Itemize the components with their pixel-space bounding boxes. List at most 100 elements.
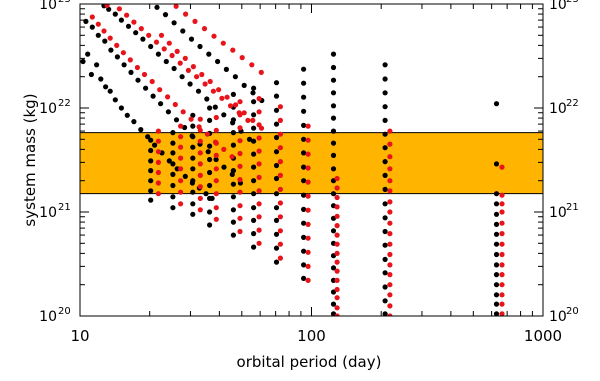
data-point-s1-26	[153, 39, 160, 45]
data-point-s1-105	[256, 240, 262, 246]
data-point-s1-183	[499, 231, 505, 237]
data-point-s0-218	[493, 211, 500, 217]
data-point-s0-23	[89, 24, 95, 30]
data-point-s1-137	[305, 165, 311, 171]
data-point-s1-101	[237, 138, 243, 144]
data-point-s0-51	[148, 43, 154, 50]
data-point-s0-217	[493, 221, 500, 227]
data-point-s1-149	[334, 241, 340, 247]
data-point-s0-50	[140, 36, 146, 42]
data-point-s1-181	[499, 251, 505, 258]
data-point-s0-99	[190, 134, 196, 140]
data-point-s0-74	[241, 82, 247, 88]
data-point-s0-190	[382, 298, 388, 304]
data-point-s1-127	[277, 117, 283, 123]
data-point-s0-213	[493, 262, 500, 268]
data-point-s1-152	[334, 213, 340, 219]
data-point-s0-77	[148, 197, 154, 203]
data-point-s0-100	[190, 123, 196, 129]
data-point-s1-62	[155, 180, 161, 186]
data-point-s1-73	[178, 144, 184, 150]
data-point-s0-182	[330, 128, 337, 134]
data-point-s1-116	[256, 96, 262, 102]
y-tick-label-exponent-right: 21	[566, 202, 579, 213]
data-point-s0-220	[493, 191, 500, 197]
axes-layer: 1010010001020102010211021102210221023102…	[39, 0, 579, 345]
y-tick-label-base: 10	[39, 101, 57, 117]
data-point-s1-28	[169, 52, 175, 59]
data-point-s0-96	[190, 166, 196, 172]
data-point-s1-113	[256, 135, 262, 141]
data-point-s1-77	[197, 195, 203, 201]
data-point-s1-93	[213, 114, 219, 121]
data-point-s0-33	[158, 101, 164, 107]
y-tick-label-base-right: 10	[549, 205, 567, 221]
data-point-s1-76	[197, 207, 203, 213]
data-point-s0-56	[187, 81, 193, 87]
data-point-s1-65	[155, 149, 161, 155]
data-point-s1-121	[277, 200, 283, 206]
data-point-s0-55	[179, 74, 185, 80]
data-point-s1-106	[256, 227, 262, 233]
data-point-s0-159	[301, 164, 307, 170]
data-point-s1-110	[256, 174, 262, 180]
data-point-s1-71	[178, 166, 184, 172]
data-point-s1-154	[334, 194, 340, 201]
data-point-s1-90	[213, 152, 219, 158]
data-point-s0-127	[251, 205, 257, 211]
data-point-s0-207	[382, 62, 388, 68]
data-point-s1-147	[334, 259, 340, 265]
data-point-s1-136	[305, 179, 311, 185]
data-point-s0-116	[230, 181, 236, 187]
data-point-s0-149	[273, 93, 280, 99]
data-point-s0-10	[131, 119, 137, 125]
data-point-s0-105	[207, 182, 213, 189]
data-point-s0-95	[190, 178, 196, 184]
data-point-s0-80	[148, 168, 154, 174]
data-point-s0-28	[121, 62, 127, 68]
data-point-s1-24	[138, 26, 144, 32]
data-point-s1-166	[387, 220, 393, 226]
data-point-s0-15	[166, 158, 172, 164]
data-point-s1-168	[387, 199, 393, 205]
data-point-s0-8	[118, 105, 124, 111]
data-point-s0-185	[330, 90, 337, 96]
data-point-s1-120	[277, 214, 283, 220]
data-point-s0-63	[246, 136, 253, 142]
data-point-s1-69	[178, 189, 184, 195]
data-point-s1-59	[249, 62, 255, 68]
data-point-s1-10	[157, 87, 163, 93]
data-point-s0-111	[207, 105, 213, 111]
data-point-s1-125	[277, 145, 283, 151]
data-point-s0-69	[197, 43, 203, 50]
data-point-s0-166	[301, 66, 307, 72]
data-point-s1-86	[213, 205, 219, 211]
data-point-s1-146	[334, 268, 340, 274]
data-point-s1-186	[499, 201, 505, 207]
data-point-s0-203	[382, 117, 388, 123]
data-point-s0-153	[301, 248, 307, 254]
data-point-s0-9	[124, 112, 130, 118]
data-point-s0-34	[165, 109, 171, 115]
data-point-s1-8	[141, 71, 148, 78]
data-point-s0-25	[102, 38, 108, 44]
data-point-s0-22	[83, 18, 89, 24]
data-point-s0-108	[207, 143, 213, 149]
data-point-s0-144	[273, 162, 280, 169]
data-point-s0-128	[251, 191, 257, 197]
data-point-s1-9	[149, 78, 155, 85]
data-point-s1-114	[256, 122, 262, 128]
data-point-s1-89	[213, 166, 219, 172]
data-point-s1-6	[127, 57, 133, 63]
data-point-s0-221	[493, 161, 500, 167]
y-tick-label-exponent-right: 22	[566, 98, 579, 109]
data-point-s1-31	[194, 74, 200, 80]
data-point-s0-168	[330, 301, 337, 307]
data-point-s0-72	[223, 66, 229, 72]
data-point-s1-33	[210, 88, 216, 94]
data-point-s1-52	[183, 11, 189, 17]
data-point-s0-160	[301, 150, 307, 156]
data-point-s1-143	[334, 295, 340, 301]
data-point-s1-25	[146, 32, 152, 38]
data-point-s0-119	[230, 142, 236, 148]
